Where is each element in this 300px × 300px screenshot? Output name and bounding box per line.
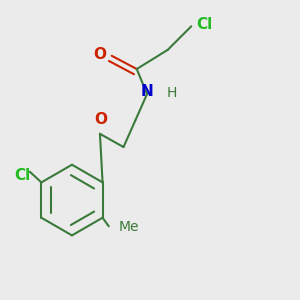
Text: Cl: Cl bbox=[196, 17, 213, 32]
Text: Cl: Cl bbox=[14, 167, 30, 182]
Text: N: N bbox=[141, 84, 153, 99]
Text: O: O bbox=[93, 47, 106, 62]
Text: Me: Me bbox=[119, 220, 139, 234]
Text: H: H bbox=[166, 86, 177, 100]
Text: O: O bbox=[94, 112, 107, 127]
